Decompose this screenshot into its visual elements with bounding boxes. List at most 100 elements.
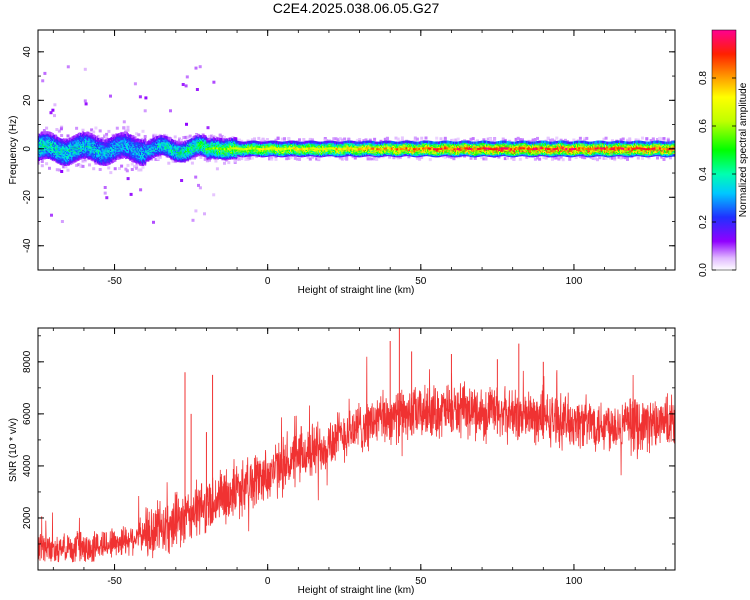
spectrogram-cell [443,155,447,159]
spectrogram-cell [83,158,87,161]
spectrogram-cell [54,135,57,138]
spectrogram-cell [126,163,130,167]
spectrogram-cell [533,138,537,141]
spectrogram-cell [88,163,91,167]
spectrogram-cell [368,157,372,161]
spectrogram-cell [126,128,130,132]
spectrogram-cell [73,135,76,138]
spectrogram-cell [80,132,83,136]
spectrogram-cell [180,138,184,142]
spectrogram-cell [173,140,176,143]
spectrogram-cell [203,212,206,216]
spectrogram-cell [628,137,632,141]
spectrogram-cell [482,157,486,161]
spectrogram-cell [250,138,254,142]
spectrogram-cell [196,134,199,137]
spectrogram-cell [194,66,198,70]
spectrogram-cell [67,139,69,142]
spectrogram-cell [181,83,185,86]
spectrogram-cell [166,136,169,140]
spectrogram-cell [533,157,537,161]
spectrogram-cell [60,138,63,142]
spectrogram-cell [263,139,267,143]
spectrogram-cell [439,137,443,141]
spectrogram-cell [126,177,130,181]
spectrogram-cell [362,139,366,143]
spectrogram-cell [450,138,454,142]
spectrogram-cell [92,130,96,134]
spectrogram-cell [154,157,158,161]
spectrogram-cell [613,158,617,162]
spectrogram-cell [536,136,539,140]
spectrogram-cell [53,114,56,118]
spectrogram-cell [574,155,578,159]
spectrogram-cell [136,138,139,141]
spectrogram-cell [193,135,196,139]
spectrogram-cell [578,154,582,158]
spectrogram-cell [107,166,111,170]
spectrogram-cell [68,137,71,141]
spectrogram-cell [130,168,134,171]
spectrogram-cell [137,168,141,172]
spectrogram-cell [223,135,226,139]
spectrogram-cell [246,139,250,143]
spectrogram-cell [559,155,563,159]
spectrogram-cell [144,138,147,141]
spectrogram-cell [149,138,152,142]
spectrogram-cell [50,213,53,217]
spectrogram-cell [518,138,522,142]
spectrogram-cell [602,156,606,160]
spectrogram-cell [315,155,319,159]
spectrogram-cell [325,139,329,142]
spectrogram-cell [85,157,89,161]
spectrogram-cell [186,135,190,139]
spectrogram-cell [641,156,644,160]
spectrogram-cell [214,159,218,163]
spectrogram-cell [192,136,195,139]
spectrogram-cell [41,79,45,83]
spectrogram-cell [660,137,664,141]
spectrogram-cell [188,134,192,138]
spectrogram-cell [190,161,194,165]
spectrogram-cell [176,140,179,144]
spectrogram-cell [338,137,342,141]
spectrogram-cell [88,133,91,136]
spectrogram-cell [178,141,181,144]
spectrogram-cell [484,154,488,158]
spectrogram-cell [248,155,252,159]
spectrogram-cell [77,132,80,136]
spectrogram-cell [118,167,121,170]
spectrogram-cell [572,138,576,142]
spectrogram-cell [546,136,550,140]
spectrogram-cell [185,75,189,79]
spectrogram-cell [135,164,139,168]
spectrogram-cell [174,139,177,143]
spectrogram-cell [144,96,148,100]
spectrogram-cell [280,137,284,141]
spectrogram-cell [336,138,340,142]
spectrogram-cell [178,138,181,142]
spectrogram-cell [551,138,554,142]
spectrogram-cell [98,138,101,141]
spectrogram-cell [143,139,146,142]
spectrogram-cell [82,131,84,134]
spectrogram-cell [488,137,492,141]
spectrogram-cell [55,128,59,131]
spectrogram-cell [98,129,102,133]
spectrogram-cell [137,133,141,137]
spectrogram-cell [139,188,143,192]
spectrogram-cell [146,141,149,144]
spectrogram-cell [89,132,92,136]
spectrogram-cell [364,138,368,142]
spectrogram-cell [40,132,43,135]
spectrogram-cell [52,133,54,136]
spectrogram-cell [81,164,85,168]
spectrogram-cell [51,108,55,112]
spectrogram-cell [83,132,86,135]
spectrogram-cell [287,137,291,141]
spectrogram-cell [413,136,417,140]
spectrogram-cell [195,135,198,139]
spectrogram-cell [542,156,546,159]
spectrogram-cell [59,138,62,141]
spectrogram-cell [435,136,439,140]
